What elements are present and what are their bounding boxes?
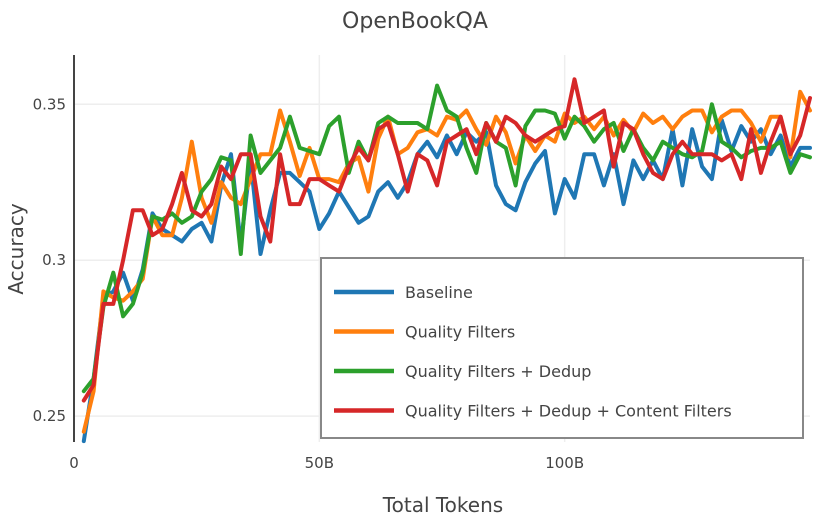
series-line-3 [81,83,812,394]
x-tick-label: 50B [305,454,334,472]
x-axis-title: Total Tokens [382,493,503,517]
y-axis-title: Accuracy [4,203,28,294]
legend: Baseline Quality Filters Quality Filters +… [320,257,804,439]
legend-label: Baseline [405,283,473,302]
plot-area [81,77,812,444]
series-line-4 [81,77,812,403]
legend-label: Quality Filters + Dedup [405,362,591,381]
series-line-2 [81,89,812,434]
y-tick-label: 0.25 [33,407,66,425]
legend-box [320,257,804,439]
legend-label: Quality Filters + Dedup + Content Filter… [405,402,732,421]
chart-title: OpenBookQA [342,9,488,34]
legend-label: Quality Filters [405,323,515,342]
ticks: 0.25 0.3 0.35 0 50B 100B [33,95,585,472]
x-tick-label: 100B [545,454,584,472]
x-tick-label: 0 [69,454,79,472]
y-tick-label: 0.3 [42,251,66,269]
y-tick-label: 0.35 [33,95,66,113]
